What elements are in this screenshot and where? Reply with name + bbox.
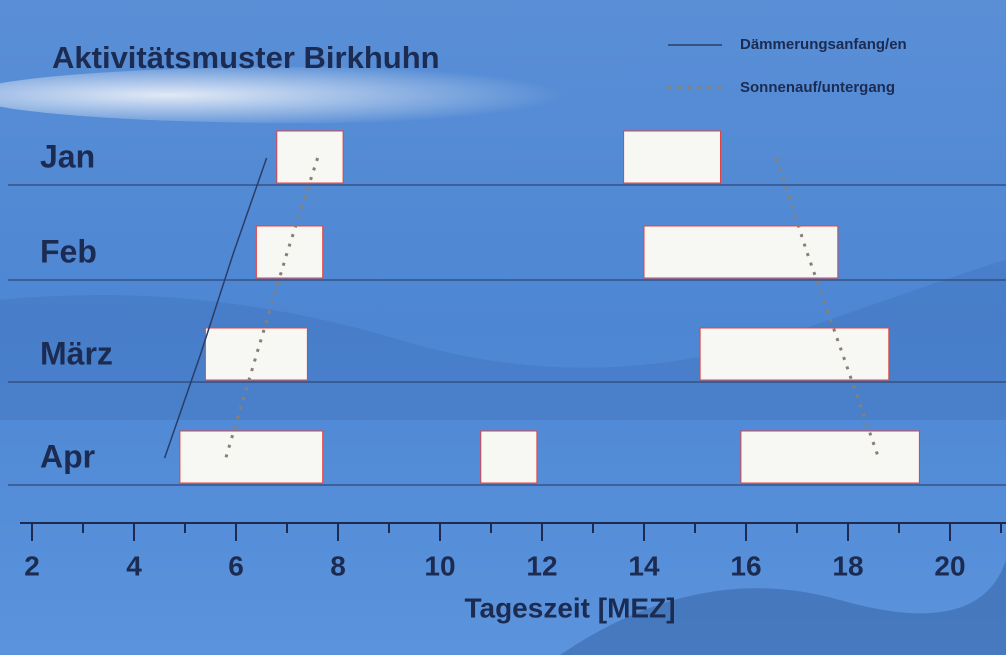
x-tick-label: 2 — [24, 550, 40, 581]
category-label: Apr — [40, 438, 95, 474]
x-tick-label: 12 — [526, 550, 557, 581]
x-tick-label: 18 — [832, 550, 863, 581]
plot: Jan Feb März Apr Dämmerungsanfang/en Sonnenau… — [8, 36, 1006, 581]
category-label: März — [40, 335, 113, 371]
activity-bar — [480, 430, 538, 484]
activity-bar — [643, 225, 839, 279]
activity-bar — [740, 430, 920, 484]
cloud — [0, 67, 630, 123]
activity-bar — [276, 130, 344, 184]
activity-bar — [699, 327, 890, 381]
line-morning — [224, 157, 320, 459]
legend-text: Sonnenauf/untergang — [740, 79, 895, 96]
legend-text: Dämmerungsanfang/en — [740, 36, 907, 53]
activity-bar — [255, 225, 324, 279]
x-tick-label: 6 — [228, 550, 244, 581]
x-tick-label: 16 — [730, 550, 761, 581]
x-tick-label: 10 — [424, 550, 455, 581]
x-tick-label: 8 — [330, 550, 346, 581]
line-morning — [163, 157, 268, 459]
x-axis-label: Tageszeit [MEZ] — [464, 592, 675, 623]
x-tick-label: 20 — [934, 550, 965, 581]
mountains — [560, 560, 1006, 655]
x-tick-label: 4 — [126, 550, 142, 581]
line-evening — [775, 157, 881, 459]
x-tick-label: 14 — [628, 550, 660, 581]
category-label: Jan — [40, 138, 95, 174]
chart-title: Aktivitätsmuster Birkhuhn — [52, 40, 440, 75]
activity-bar — [623, 130, 721, 184]
activity-bar — [204, 327, 308, 381]
category-label: Feb — [40, 233, 97, 269]
activity-bar — [179, 430, 324, 484]
